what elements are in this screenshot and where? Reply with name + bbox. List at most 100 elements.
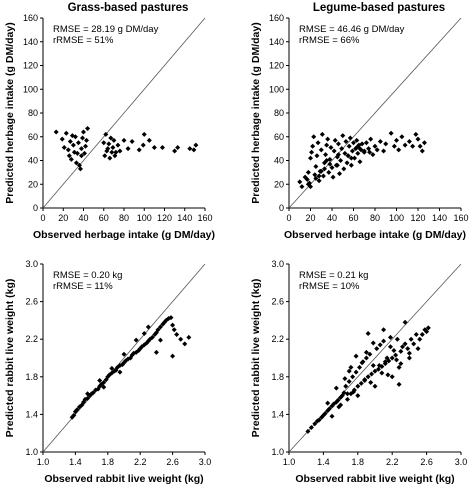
data-point xyxy=(330,174,336,180)
data-point xyxy=(363,140,369,146)
data-point xyxy=(335,152,341,158)
x-axis-title: Observed herbage intake (g DM/day) xyxy=(33,229,215,241)
data-point xyxy=(370,152,376,158)
data-point xyxy=(149,334,155,340)
data-point xyxy=(411,341,417,347)
data-point xyxy=(193,142,199,148)
x-tick-label: 60 xyxy=(99,213,109,223)
y-tick-label: 1.8 xyxy=(271,372,284,382)
x-tick-label: 160 xyxy=(197,213,212,223)
data-point xyxy=(394,137,399,143)
y-tick-label: 120 xyxy=(23,61,38,71)
data-point xyxy=(117,369,123,375)
data-point xyxy=(415,136,421,142)
data-point xyxy=(186,334,192,340)
x-tick-label: 2.6 xyxy=(420,457,433,467)
data-point xyxy=(369,371,375,377)
data-point xyxy=(308,155,313,161)
y-tick-label: 60 xyxy=(28,132,38,142)
data-point xyxy=(383,141,389,147)
x-tick-label: 2.2 xyxy=(386,457,399,467)
data-point xyxy=(308,425,314,431)
y-tick-label: 1.4 xyxy=(271,409,284,419)
data-point xyxy=(351,140,356,146)
data-point xyxy=(97,378,103,384)
x-tick-label: 160 xyxy=(453,213,468,223)
data-point xyxy=(359,360,365,366)
data-point xyxy=(388,130,394,136)
data-point xyxy=(406,355,412,361)
x-tick-label: 1.0 xyxy=(37,457,50,467)
data-point xyxy=(174,332,180,337)
data-point xyxy=(316,178,322,184)
y-tick-label: 2.2 xyxy=(271,334,284,344)
data-point xyxy=(68,156,74,162)
data-point xyxy=(391,347,397,353)
x-tick-label: 3.0 xyxy=(455,457,468,467)
data-point xyxy=(70,142,76,148)
data-point xyxy=(344,391,350,397)
data-point xyxy=(332,137,338,143)
data-point xyxy=(121,137,127,143)
data-point xyxy=(415,346,421,352)
y-tick-label: 3.0 xyxy=(25,259,38,269)
data-point xyxy=(410,143,416,149)
data-point xyxy=(101,140,107,146)
identity-line xyxy=(42,17,206,209)
data-point xyxy=(335,397,341,403)
x-axis-title: Observed rabbit live weight (kg) xyxy=(295,473,454,485)
x-axis-title: Observed rabbit live weight (kg) xyxy=(44,473,203,485)
data-point xyxy=(103,131,109,137)
data-point xyxy=(90,390,96,396)
data-point xyxy=(357,364,363,370)
data-point xyxy=(357,146,363,152)
y-tick-label: 3.0 xyxy=(271,259,284,269)
data-point xyxy=(157,337,163,343)
data-point xyxy=(367,149,373,155)
y-tick-label: 160 xyxy=(23,13,38,23)
data-point xyxy=(66,153,72,159)
data-point xyxy=(326,169,332,175)
data-point xyxy=(425,325,431,331)
data-point xyxy=(370,363,376,369)
data-point xyxy=(391,143,397,149)
data-point xyxy=(343,383,349,389)
data-point xyxy=(396,147,402,153)
data-point xyxy=(374,346,380,352)
data-point xyxy=(346,379,352,384)
data-point xyxy=(348,162,354,168)
data-point xyxy=(326,406,332,412)
data-point xyxy=(323,152,329,158)
data-point xyxy=(133,337,139,343)
data-point xyxy=(394,357,399,363)
data-point xyxy=(109,365,115,371)
data-point xyxy=(117,148,123,154)
data-point xyxy=(106,141,112,147)
x-tick-label: 100 xyxy=(137,213,152,223)
data-point xyxy=(171,327,177,333)
data-point xyxy=(175,144,181,150)
data-point xyxy=(354,137,360,143)
x-tick-label: 60 xyxy=(348,213,358,223)
data-point xyxy=(101,384,107,390)
data-point xyxy=(325,400,331,406)
y-tick-label: 100 xyxy=(23,84,38,94)
data-point xyxy=(304,177,310,182)
data-point xyxy=(387,334,393,340)
data-point xyxy=(368,379,374,385)
data-point xyxy=(342,150,348,156)
y-tick-label: 0 xyxy=(33,203,38,213)
data-point xyxy=(389,355,395,361)
data-point xyxy=(381,327,387,333)
x-tick-label: 2.2 xyxy=(134,457,147,467)
data-point xyxy=(372,383,378,389)
data-point xyxy=(359,141,365,147)
x-tick-label: 1.4 xyxy=(317,457,330,467)
data-point xyxy=(381,148,387,154)
y-tick-label: 140 xyxy=(269,37,284,47)
data-point xyxy=(370,340,376,346)
panel-title: Grass-based pastures xyxy=(68,2,189,14)
data-point xyxy=(358,380,364,386)
data-point xyxy=(333,385,339,391)
data-point xyxy=(313,175,319,181)
